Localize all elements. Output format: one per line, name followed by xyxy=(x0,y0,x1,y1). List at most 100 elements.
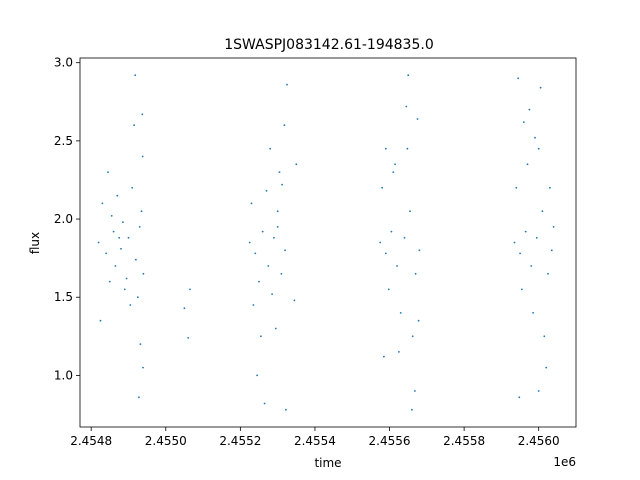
y-tick-label: 3.0 xyxy=(54,56,73,70)
data-point xyxy=(254,252,257,255)
x-tick-label: 2.4554 xyxy=(294,434,336,448)
data-point xyxy=(518,396,521,399)
data-point xyxy=(136,296,139,299)
data-point xyxy=(384,147,387,150)
data-point xyxy=(284,249,286,252)
data-point xyxy=(528,108,531,111)
x-axis-label: time xyxy=(314,456,341,470)
data-point xyxy=(122,221,124,224)
data-point xyxy=(260,335,262,338)
data-point xyxy=(411,408,413,411)
data-point xyxy=(276,226,279,228)
y-tick-label: 2.5 xyxy=(54,134,73,148)
data-point xyxy=(256,374,258,377)
data-point xyxy=(522,121,525,123)
data-point xyxy=(110,215,113,217)
y-tick-label: 1.5 xyxy=(54,290,73,304)
data-point xyxy=(101,202,104,205)
data-point xyxy=(403,236,406,239)
data-point xyxy=(537,390,540,392)
data-point xyxy=(141,113,144,116)
data-point xyxy=(105,252,107,255)
data-point xyxy=(265,190,268,192)
data-point xyxy=(283,124,286,127)
data-point xyxy=(267,265,270,267)
y-tick-label: 2.0 xyxy=(54,212,73,226)
data-point xyxy=(252,304,255,306)
y-axis-label: flux xyxy=(28,232,42,254)
data-point xyxy=(261,230,264,233)
data-point xyxy=(138,226,141,228)
data-point xyxy=(280,272,283,275)
data-point xyxy=(142,366,144,369)
data-point xyxy=(141,155,144,158)
x-tick-label: 2.4556 xyxy=(369,434,411,448)
data-point xyxy=(276,210,279,213)
data-point xyxy=(387,288,390,291)
data-point xyxy=(411,335,414,338)
data-point xyxy=(541,210,544,213)
data-point xyxy=(108,280,111,283)
data-point xyxy=(530,265,533,267)
data-point xyxy=(269,147,272,150)
data-point xyxy=(129,304,132,306)
data-point xyxy=(118,236,121,239)
data-point xyxy=(414,390,416,392)
data-point xyxy=(407,74,410,77)
data-point xyxy=(384,252,387,255)
data-point xyxy=(278,171,281,174)
data-point xyxy=(418,249,421,252)
data-point xyxy=(140,210,143,213)
y-axis: 1.0 1.5 2.0 2.5 3.0 xyxy=(54,56,80,382)
data-point xyxy=(406,147,409,150)
data-point xyxy=(133,124,136,127)
x-tick-label: 2.4548 xyxy=(70,434,112,448)
data-point xyxy=(539,86,542,89)
data-point xyxy=(392,171,395,174)
data-point xyxy=(97,241,100,244)
data-point xyxy=(524,230,527,233)
data-point xyxy=(534,136,536,139)
data-point xyxy=(547,272,549,275)
data-point xyxy=(543,335,546,338)
data-point xyxy=(107,171,109,174)
x-tick-label: 2.4550 xyxy=(145,434,187,448)
data-point xyxy=(519,252,521,255)
data-point xyxy=(390,230,393,233)
data-point xyxy=(263,402,266,405)
data-point xyxy=(258,280,260,283)
data-point xyxy=(552,226,555,228)
data-point xyxy=(99,319,102,322)
data-point xyxy=(131,186,134,189)
data-point xyxy=(120,247,122,250)
data-point xyxy=(399,312,402,314)
data-point xyxy=(114,265,117,267)
x-offset-label: 1e6 xyxy=(553,455,576,469)
data-point xyxy=(381,186,383,189)
data-point xyxy=(123,288,126,291)
data-point xyxy=(383,355,385,358)
data-point xyxy=(139,343,142,345)
data-point xyxy=(135,258,137,261)
data-point xyxy=(394,163,396,166)
data-point xyxy=(134,74,137,77)
data-point xyxy=(535,236,538,239)
data-point xyxy=(405,105,408,108)
data-point xyxy=(409,210,411,213)
data-point xyxy=(248,241,251,244)
data-point xyxy=(271,293,273,295)
data-point xyxy=(532,312,534,314)
data-point xyxy=(187,337,190,339)
x-axis: 2.4548 2.4550 2.4552 2.4554 2.4556 2.4558 2.45… xyxy=(70,427,560,448)
data-point xyxy=(183,307,186,310)
data-point xyxy=(286,83,288,86)
data-point xyxy=(396,265,398,267)
data-point xyxy=(142,272,145,275)
data-point xyxy=(379,241,382,244)
data-point xyxy=(112,230,115,233)
data-point xyxy=(526,163,529,166)
data-point xyxy=(537,147,540,150)
data-point xyxy=(273,236,275,239)
data-point xyxy=(293,299,296,302)
